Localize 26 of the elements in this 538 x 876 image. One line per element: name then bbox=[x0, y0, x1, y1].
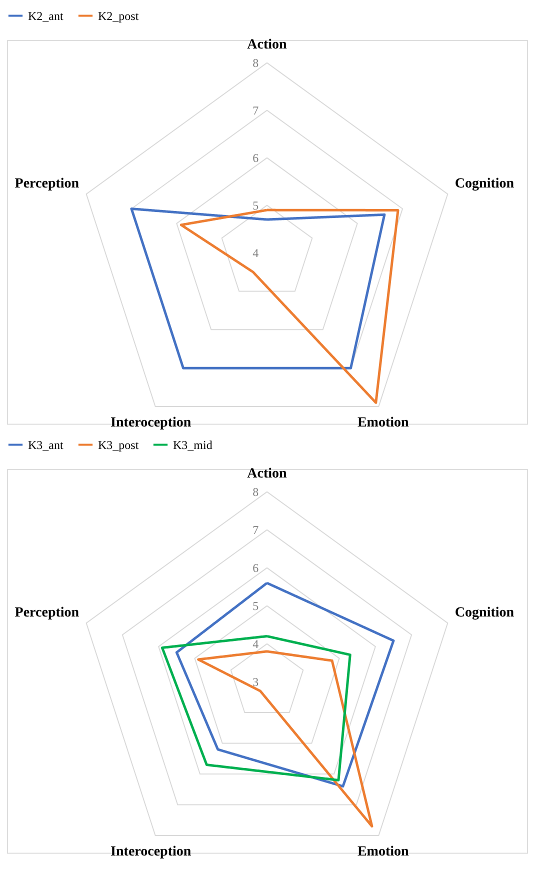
y-tick-label: 8 bbox=[252, 484, 259, 499]
spoke-label: Emotion bbox=[357, 416, 410, 431]
spoke-label: Cognition bbox=[454, 606, 514, 621]
y-tick-label: 4 bbox=[252, 636, 259, 651]
y-tick-label: 7 bbox=[252, 522, 259, 537]
legend-label: K3_mid bbox=[173, 438, 212, 452]
legend-label: K2_ant bbox=[28, 8, 64, 23]
y-tick-label: 5 bbox=[252, 598, 259, 613]
y-tick-label: 7 bbox=[252, 103, 259, 118]
legend-label: K2_post bbox=[98, 8, 140, 23]
spoke-label: Emotion bbox=[357, 844, 410, 860]
legend-label: K3_post bbox=[98, 438, 140, 452]
spoke-label: Interoception bbox=[110, 416, 192, 431]
y-tick-label: 6 bbox=[252, 150, 259, 165]
spoke-label: Action bbox=[247, 37, 288, 52]
spoke-label: Interoception bbox=[110, 844, 192, 860]
y-tick-label: 4 bbox=[252, 246, 259, 260]
spoke-label: Perception bbox=[14, 176, 80, 192]
y-tick-label: 3 bbox=[252, 674, 259, 689]
legend-label: K3_ant bbox=[28, 438, 64, 452]
spoke-label: Cognition bbox=[454, 176, 514, 192]
spoke-label: Perception bbox=[14, 606, 80, 621]
y-tick-label: 8 bbox=[252, 56, 259, 70]
spoke-label: Action bbox=[247, 466, 288, 482]
y-tick-label: 6 bbox=[252, 560, 259, 575]
y-tick-label: 5 bbox=[252, 198, 259, 212]
